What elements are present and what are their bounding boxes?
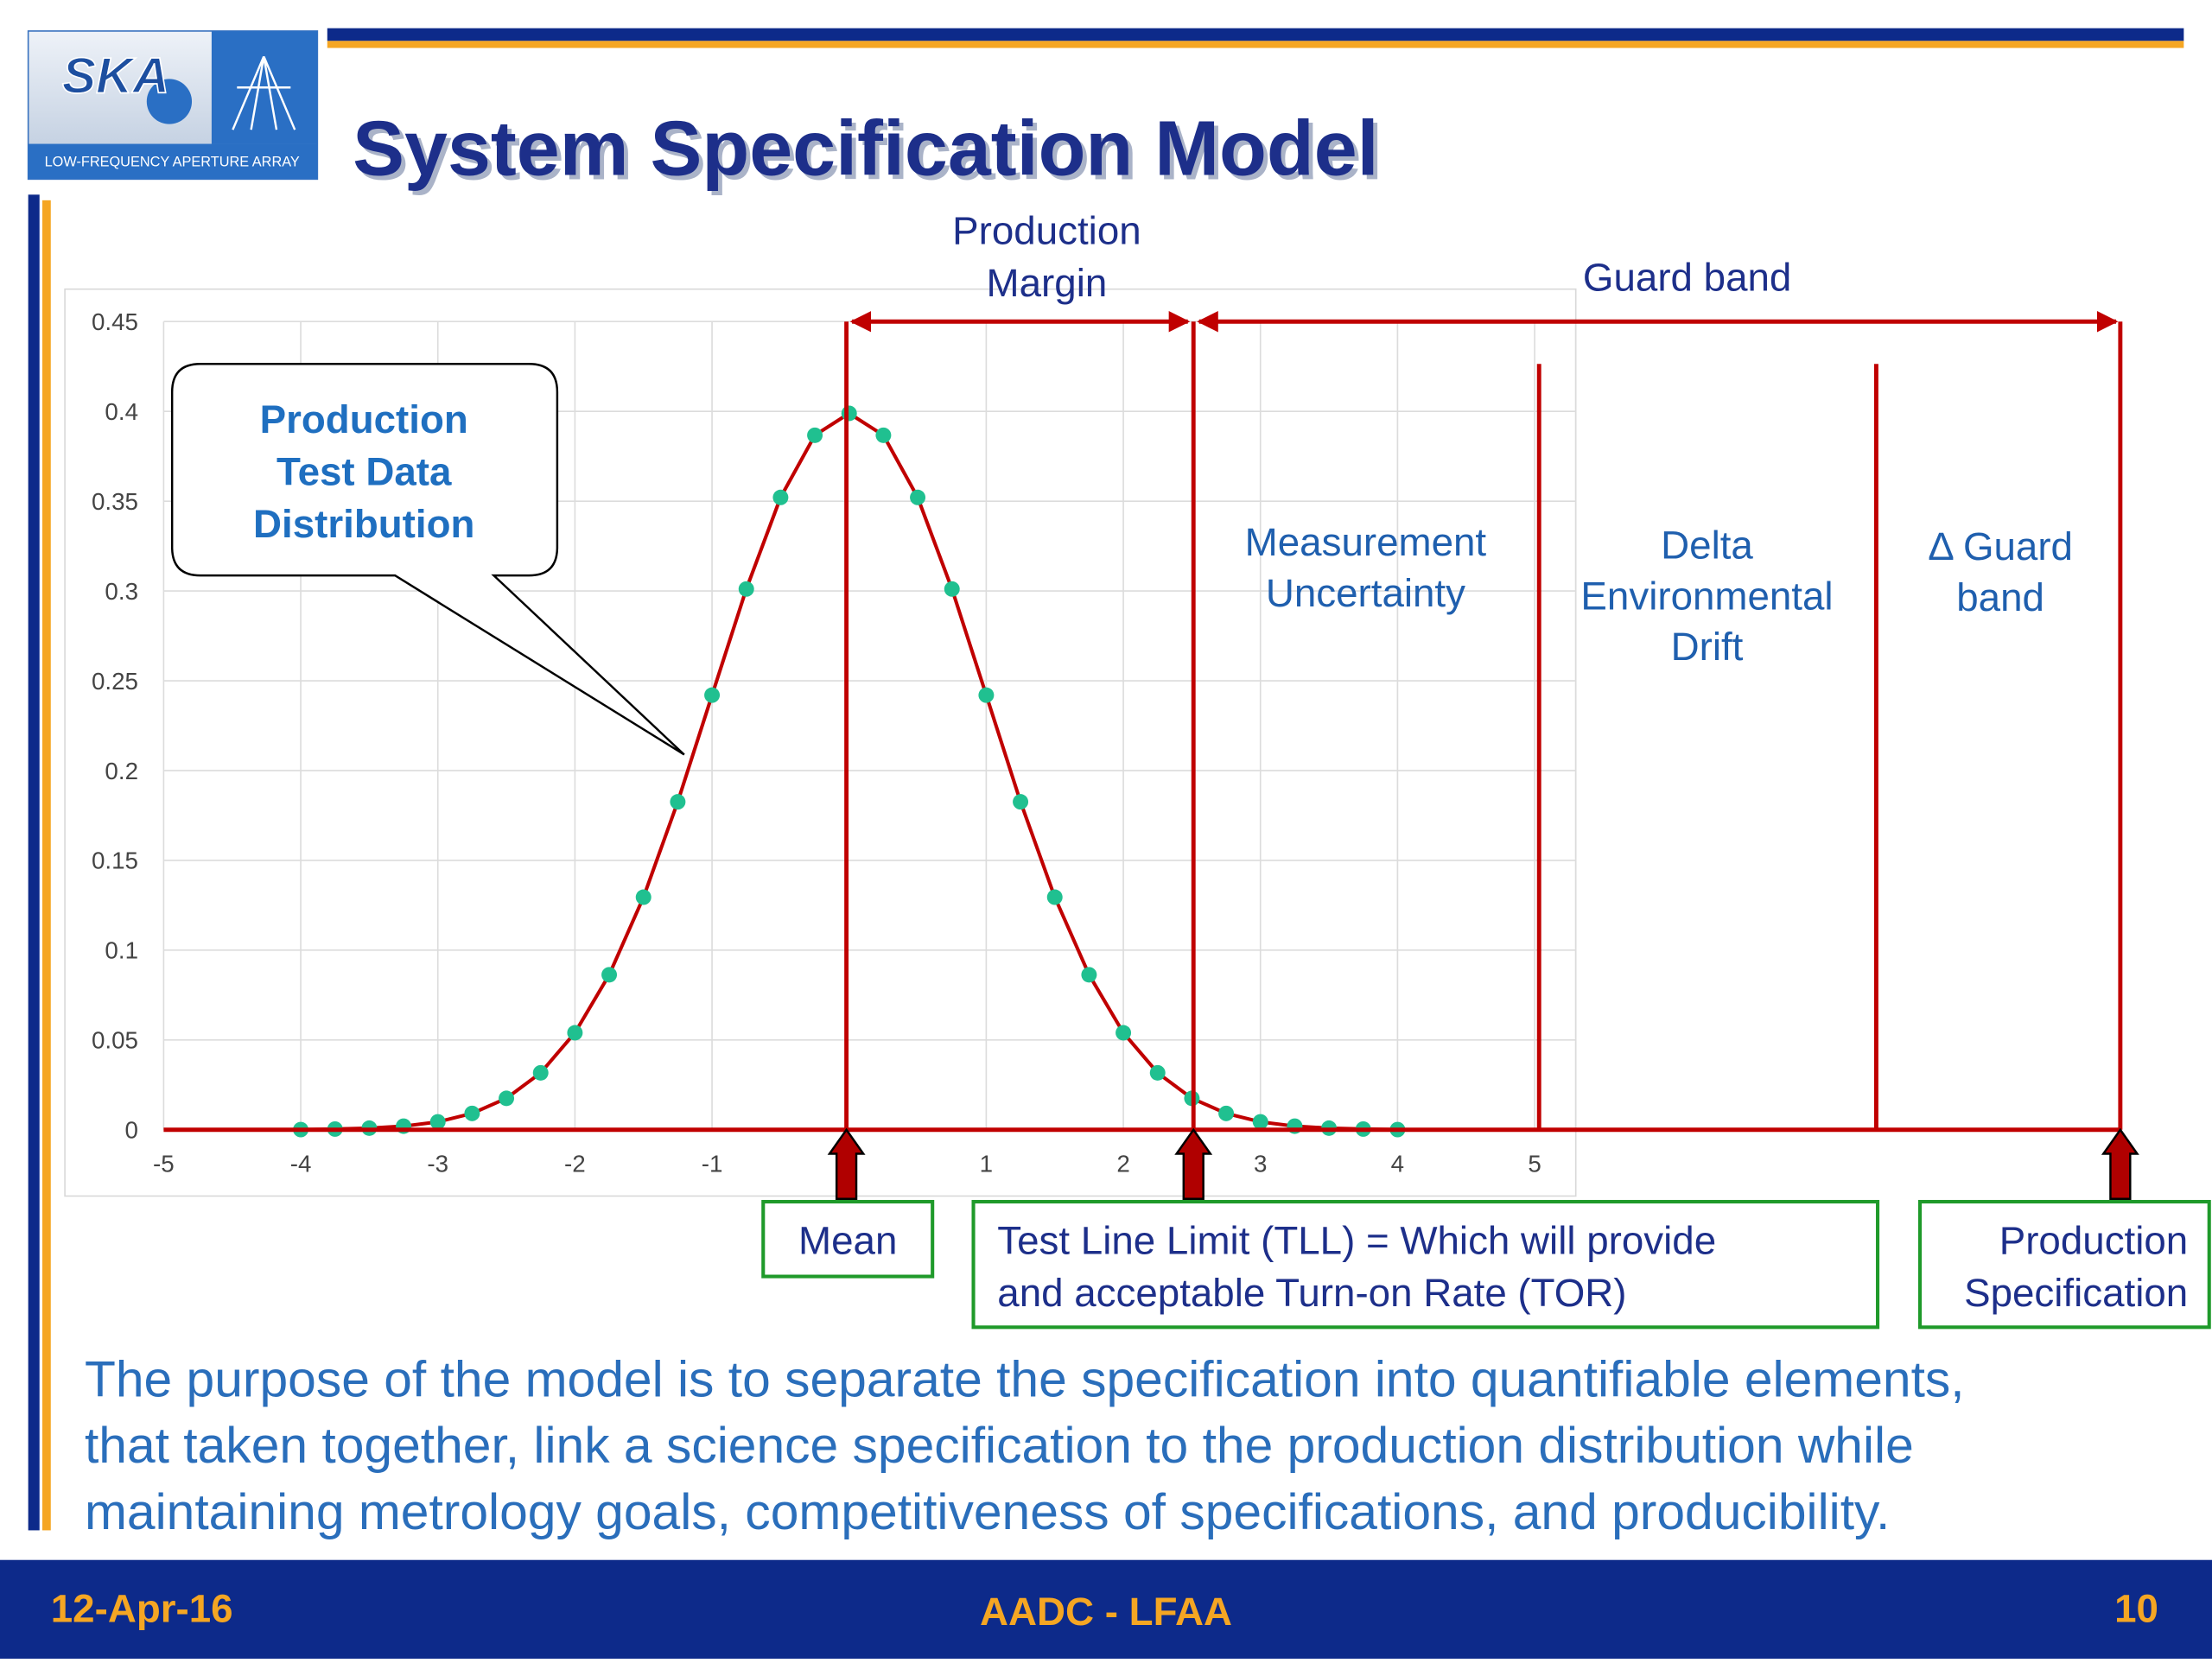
data-point [464, 1105, 480, 1121]
box-texts: Mean Test Line Limit (TLL) = Which will … [798, 1218, 2188, 1314]
callout-line: Production [260, 397, 468, 441]
up-arrows [827, 1127, 2139, 1200]
x-tick-label: 5 [1528, 1151, 1541, 1177]
data-point [738, 581, 754, 597]
callout-text: Production Test Data Distribution [253, 397, 474, 546]
spec-label: Specification [1964, 1271, 2188, 1315]
y-tick-label: 0.4 [105, 398, 138, 425]
x-tick-label: -5 [153, 1151, 175, 1177]
margin-label: Margin [987, 261, 1108, 305]
boxes [761, 1199, 2211, 1330]
x-tick-label: 3 [1254, 1151, 1267, 1177]
y-tick-label: 0.2 [105, 758, 138, 784]
data-point [910, 489, 926, 505]
data-point [567, 1025, 583, 1041]
body-line: maintaining metrology goals, competitive… [85, 1484, 1890, 1540]
spec-label: Production [1999, 1218, 2188, 1262]
tll-box [971, 1199, 1880, 1330]
guard-label: Guard band [1583, 255, 1791, 299]
data-point [978, 687, 995, 703]
y-tick-label: 0.15 [92, 847, 138, 874]
left-bar [28, 194, 40, 1531]
data-point [1013, 794, 1029, 810]
region-label: Δ Guard [1928, 524, 2073, 568]
footer: 12-Apr-16 AADC - LFAA 10 [51, 1587, 2158, 1634]
data-point [1149, 1064, 1166, 1081]
tll-label: Test Line Limit (TLL) = Which will provi… [997, 1218, 1716, 1262]
body-line: The purpose of the model is to separate … [85, 1351, 1965, 1407]
region-label: Uncertainty [1266, 571, 1465, 615]
callout-line: Test Data [276, 450, 452, 494]
tll-label: and acceptable Turn-on Rate (TOR) [997, 1271, 1626, 1315]
x-tick-label: -3 [427, 1151, 448, 1177]
x-tick-label: 2 [1116, 1151, 1129, 1177]
x-tick-label: -4 [290, 1151, 312, 1177]
region-label: Environmental [1580, 574, 1833, 618]
y-tick-label: 0.05 [92, 1027, 138, 1054]
top-labels: Production Margin Guard band [952, 208, 1791, 304]
top-bar-accent [327, 41, 2184, 48]
data-point [1081, 967, 1097, 983]
left-bar-accent [41, 200, 51, 1531]
region-labels: Measurement Uncertainty Delta Environmen… [1245, 520, 2073, 669]
y-tick-label: 0.3 [105, 578, 138, 605]
data-point [807, 427, 823, 443]
x-tick-label: 1 [980, 1151, 993, 1177]
data-point [1046, 889, 1063, 905]
x-tick-label: 4 [1391, 1151, 1404, 1177]
logo-globe [146, 79, 193, 124]
title-shadow: System Specification Model [357, 110, 1382, 196]
data-point [772, 489, 789, 505]
top-bar [327, 28, 2184, 41]
x-tick-label: -1 [702, 1151, 723, 1177]
up-arrow [2101, 1127, 2139, 1200]
data-point [429, 1114, 446, 1130]
data-point [841, 405, 857, 422]
title: System Specification Model [353, 105, 1378, 192]
y-tick-label: 0.45 [92, 308, 138, 335]
data-point [601, 967, 618, 983]
logo-text: SKA [62, 48, 169, 105]
callout-line: Distribution [253, 502, 474, 546]
logo-antenna [232, 55, 296, 130]
data-point [704, 687, 721, 703]
y-tick-label: 0 [125, 1117, 138, 1144]
x-tick-label: -2 [564, 1151, 586, 1177]
logo-subtitle: LOW-FREQUENCY APERTURE ARRAY [45, 155, 300, 170]
data-point [875, 427, 892, 443]
footer-bar [0, 1559, 2212, 1659]
data-point [670, 794, 686, 810]
y-tick-label: 0.1 [105, 937, 138, 964]
y-tick-label: 0.35 [92, 488, 138, 515]
region-label: band [1956, 575, 2044, 619]
up-arrow [827, 1127, 866, 1200]
data-point [635, 889, 652, 905]
margin-label: Production [952, 208, 1141, 252]
annotation-lines [163, 311, 2123, 1133]
data-point [1218, 1105, 1235, 1121]
body: The purpose of the model is to separate … [85, 1351, 1965, 1539]
spec-box [1918, 1199, 2211, 1330]
region-label: Drift [1671, 625, 1744, 669]
logo-strip [28, 143, 318, 180]
footer-center: AADC - LFAA [980, 1590, 1232, 1634]
y-tick-label: 0.25 [92, 668, 138, 695]
data-point [1116, 1025, 1132, 1041]
data-point [532, 1064, 549, 1081]
logo: SKA LOW-FREQUENCY APERTURE ARRAY [27, 30, 319, 181]
mean-box [761, 1199, 935, 1279]
footer-page: 10 [2114, 1587, 2158, 1631]
data-point [1252, 1114, 1268, 1130]
data-point [944, 581, 960, 597]
mean-label: Mean [798, 1218, 897, 1262]
region-label: Measurement [1245, 520, 1487, 564]
footer-date: 12-Apr-16 [51, 1587, 233, 1631]
data-point [499, 1090, 515, 1107]
up-arrow [1174, 1127, 1213, 1200]
callout [170, 363, 685, 756]
body-line: that taken together, link a science spec… [85, 1418, 1914, 1474]
region-label: Delta [1661, 524, 1753, 568]
